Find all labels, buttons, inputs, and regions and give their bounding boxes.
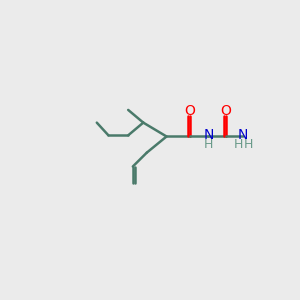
Text: H: H [204, 138, 213, 151]
Text: O: O [220, 103, 231, 118]
Text: N: N [238, 128, 248, 142]
Text: H: H [233, 138, 243, 151]
Text: O: O [184, 103, 195, 118]
Text: H: H [244, 138, 253, 151]
Text: N: N [203, 128, 214, 142]
